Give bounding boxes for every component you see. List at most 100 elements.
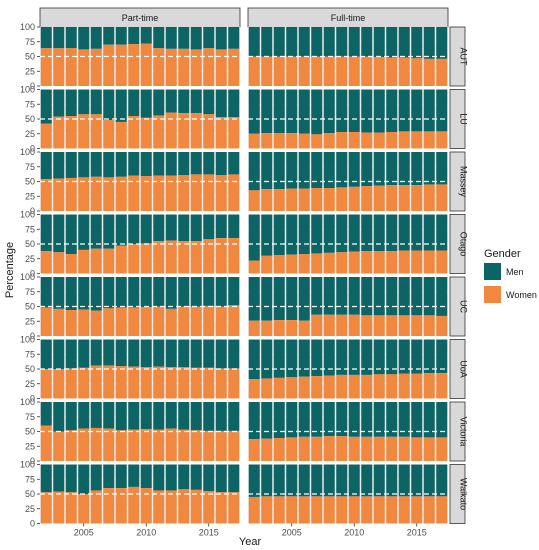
row-strip (449, 214, 466, 274)
bar-women (65, 310, 77, 336)
bar-men (323, 339, 335, 376)
bar-women (203, 48, 215, 86)
bar-men (261, 402, 273, 439)
bar-men (40, 27, 52, 49)
bar-men (273, 214, 285, 256)
bar-men (361, 402, 373, 437)
panel (40, 151, 240, 212)
bar-men (153, 27, 165, 49)
bar-men (40, 152, 52, 180)
bar-women (411, 131, 423, 149)
bar-women (128, 44, 140, 86)
bar-women (261, 378, 273, 399)
x-tick-label: 2005 (74, 528, 94, 538)
bar-women (311, 134, 323, 149)
bar-men (178, 214, 190, 242)
row-strip (449, 26, 466, 87)
bar-men (248, 214, 260, 261)
bar-men (348, 89, 360, 132)
bar-women (115, 176, 127, 211)
bar-men (273, 152, 285, 190)
row-strip (449, 401, 466, 462)
bar-women (411, 185, 423, 211)
bar-women (411, 373, 423, 399)
bar-men (140, 152, 152, 177)
bar-men (298, 464, 310, 497)
panel (40, 214, 240, 274)
bar-women (90, 176, 102, 211)
panel (248, 464, 448, 524)
bar-men (286, 277, 298, 321)
bar-men (423, 402, 435, 438)
bar-women (423, 131, 435, 149)
bar-women (248, 379, 260, 399)
bar-men (53, 402, 65, 432)
panel (40, 89, 240, 149)
bar-women (215, 306, 227, 336)
bar-women (165, 490, 177, 524)
bar-men (386, 214, 398, 252)
bar-women (178, 429, 190, 461)
bar-men (40, 402, 52, 426)
bar-women (311, 436, 323, 461)
bar-men (215, 152, 227, 176)
bar-men (165, 402, 177, 429)
bar-men (286, 152, 298, 189)
bar-women (40, 179, 52, 211)
bar-women (215, 117, 227, 149)
bar-women (90, 48, 102, 86)
panel (248, 214, 448, 274)
panel (248, 26, 448, 87)
bar-women (298, 496, 310, 524)
bar-men (228, 464, 240, 493)
bar-men (286, 464, 298, 497)
bar-men (311, 464, 323, 497)
bar-women (386, 315, 398, 336)
bar-men (323, 27, 335, 57)
y-tick-label: 25 (25, 379, 35, 389)
bar-men (411, 277, 423, 316)
bar-women (361, 374, 373, 399)
bar-women (423, 58, 435, 86)
bar-men (78, 27, 90, 50)
bar-men (115, 339, 127, 367)
bar-men (311, 27, 323, 57)
bar-men (128, 339, 140, 367)
bar-men (286, 214, 298, 255)
bar-women (398, 250, 410, 274)
bar-women (298, 376, 310, 399)
bar-men (311, 277, 323, 315)
bar-women (348, 436, 360, 461)
bar-men (386, 464, 398, 497)
bar-men (423, 339, 435, 374)
bar-women (411, 437, 423, 461)
bar-women (261, 496, 273, 524)
bar-men (398, 402, 410, 437)
bar-men (203, 402, 215, 431)
bar-men (190, 89, 202, 114)
bar-women (40, 251, 52, 274)
y-tick-label: 25 (25, 191, 35, 201)
bar-men (65, 464, 77, 493)
bar-women (128, 116, 140, 149)
bar-women (90, 365, 102, 399)
bar-women (215, 430, 227, 461)
bar-women (78, 114, 90, 149)
bar-men (228, 277, 240, 306)
bar-women (103, 248, 115, 274)
bar-men (248, 402, 260, 440)
bar-men (153, 402, 165, 430)
legend-label: Men (506, 267, 524, 277)
bar-men (228, 339, 240, 369)
bar-men (386, 277, 398, 316)
y-tick-label: 75 (25, 162, 35, 172)
bar-men (323, 277, 335, 315)
bar-women (411, 250, 423, 274)
bar-men (323, 464, 335, 497)
bar-men (423, 277, 435, 316)
bar-men (436, 152, 448, 185)
bar-women (115, 307, 127, 336)
bar-men (178, 464, 190, 490)
bar-women (153, 490, 165, 524)
bar-women (65, 48, 77, 86)
